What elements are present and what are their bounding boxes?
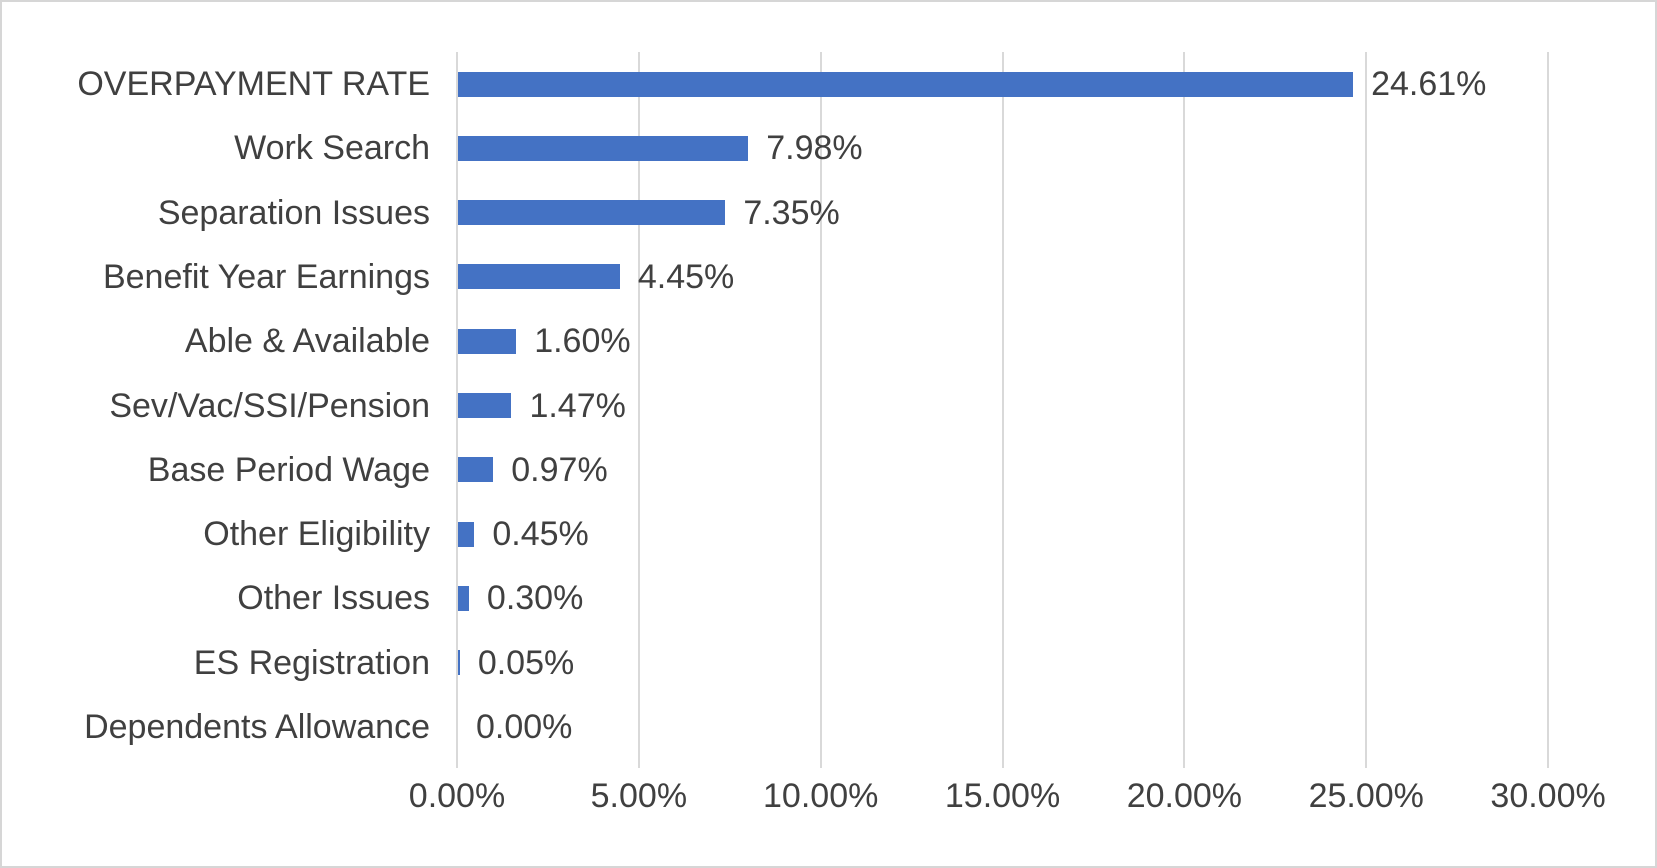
category-label: Benefit Year Earnings bbox=[102, 257, 430, 296]
bar bbox=[458, 585, 469, 611]
tick-mark bbox=[819, 759, 822, 768]
gridline bbox=[1183, 52, 1186, 759]
x-tick-label: 25.00% bbox=[1308, 777, 1424, 815]
bar bbox=[458, 521, 475, 547]
category-label: Dependents Allowance bbox=[84, 707, 430, 746]
x-tick-label: 20.00% bbox=[1126, 777, 1243, 815]
bar bbox=[458, 135, 749, 161]
data-label: 0.45% bbox=[492, 515, 589, 554]
bar bbox=[458, 328, 517, 354]
gridline bbox=[819, 52, 822, 759]
tick-mark bbox=[1365, 759, 1368, 768]
category-label: Other Issues bbox=[237, 579, 430, 618]
tick-mark bbox=[1183, 759, 1186, 768]
tick-mark bbox=[637, 759, 640, 768]
data-label: 7.98% bbox=[766, 129, 863, 168]
bar bbox=[458, 200, 726, 226]
data-label: 0.00% bbox=[476, 707, 573, 746]
x-tick-label: 30.00% bbox=[1490, 777, 1606, 815]
bar bbox=[458, 264, 620, 290]
gridline bbox=[1365, 52, 1368, 759]
bar bbox=[458, 650, 460, 676]
x-tick-label: 5.00% bbox=[590, 777, 688, 815]
x-tick-label: 15.00% bbox=[944, 777, 1061, 815]
data-label: 4.45% bbox=[637, 257, 735, 296]
category-label: Other Eligibility bbox=[203, 515, 430, 554]
data-label: 0.05% bbox=[477, 643, 575, 682]
bar bbox=[458, 71, 1354, 97]
data-label: 1.60% bbox=[534, 322, 631, 361]
gridline bbox=[637, 52, 640, 759]
category-label: Sev/Vac/SSI/Pension bbox=[109, 386, 430, 425]
x-tick-label: 0.00% bbox=[408, 777, 506, 815]
gridline bbox=[1547, 52, 1550, 759]
category-label: ES Registration bbox=[193, 643, 430, 682]
category-label: Able & Available bbox=[184, 322, 430, 361]
data-label: 1.47% bbox=[529, 386, 626, 425]
bar bbox=[458, 457, 494, 483]
category-label: OVERPAYMENT RATE bbox=[77, 65, 430, 104]
bar bbox=[458, 393, 512, 418]
category-label: Base Period Wage bbox=[147, 450, 430, 489]
tick-mark bbox=[1001, 759, 1004, 768]
axis-zero-line bbox=[456, 52, 458, 759]
data-label: 0.30% bbox=[486, 579, 584, 618]
tick-mark bbox=[456, 759, 458, 768]
gridline bbox=[1001, 52, 1004, 759]
tick-mark bbox=[1547, 759, 1550, 768]
data-label: 7.35% bbox=[743, 193, 840, 232]
category-label: Separation Issues bbox=[157, 193, 430, 232]
data-label: 24.61% bbox=[1371, 65, 1487, 104]
category-label: Work Search bbox=[234, 129, 430, 168]
data-label: 0.97% bbox=[511, 450, 608, 489]
x-tick-label: 10.00% bbox=[763, 777, 879, 815]
